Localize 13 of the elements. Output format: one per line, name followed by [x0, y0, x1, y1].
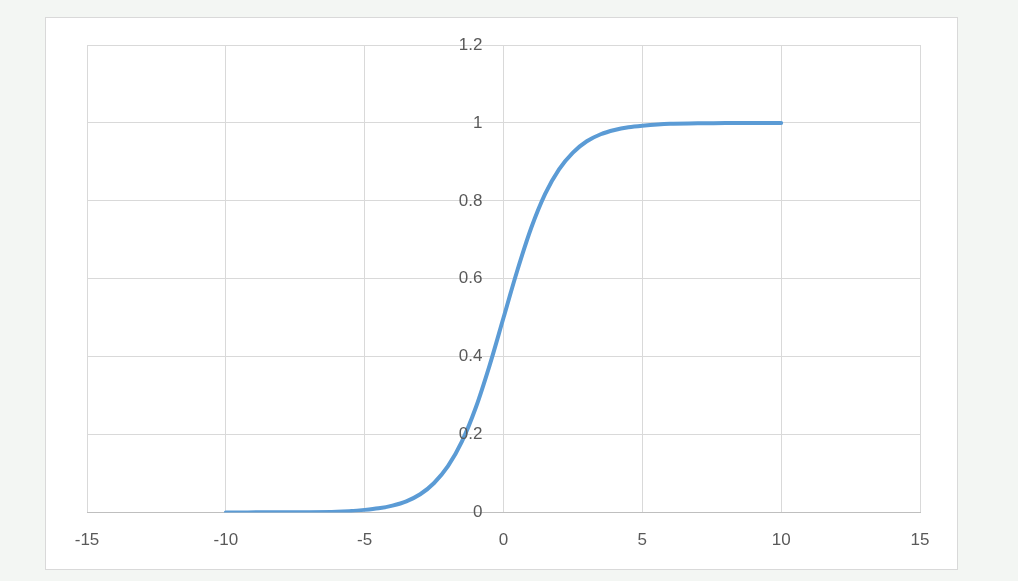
- x-tick-label: -15: [74, 530, 100, 550]
- x-tick-label: -10: [213, 530, 239, 550]
- y-tick-label: 1: [473, 112, 483, 132]
- y-tick-label: 1.2: [458, 34, 483, 54]
- y-tick-label: 0.4: [458, 346, 483, 366]
- x-tick-label: 0: [498, 530, 509, 550]
- y-tick-label: 0: [473, 502, 483, 522]
- x-tick-label: -5: [357, 530, 373, 550]
- x-tick-label: 5: [637, 530, 648, 550]
- y-tick-label: 0.8: [458, 190, 483, 210]
- y-tick-label: 0.6: [458, 268, 483, 288]
- x-tick-label: 15: [910, 530, 930, 550]
- x-tick-label: 10: [771, 530, 791, 550]
